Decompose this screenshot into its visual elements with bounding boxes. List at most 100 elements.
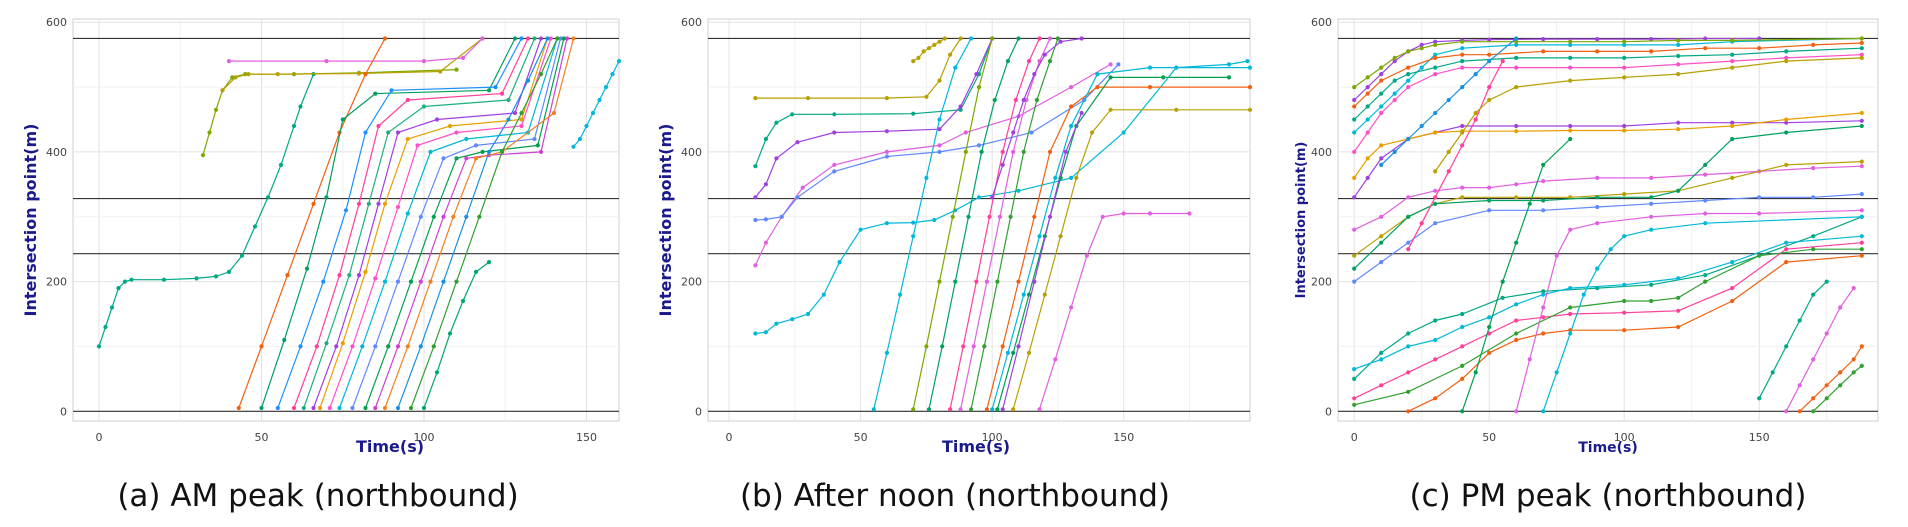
series-v16 [373,36,570,411]
data-point [884,154,890,159]
data-point [373,276,378,281]
data-point [1784,59,1789,64]
data-point [1676,324,1681,330]
trajectory-line [364,38,565,409]
data-point [350,344,355,349]
data-point [1859,55,1864,61]
data-point [992,97,997,103]
data-point [1649,49,1654,54]
data-point [434,117,440,122]
data-point [1622,65,1627,70]
data-point [774,156,779,161]
data-point [1379,357,1384,362]
y-tick-label: 0 [1325,405,1332,418]
series-v16 [1000,110,1084,412]
data-point [1352,149,1357,154]
data-point [311,201,316,206]
data-point [1352,175,1357,180]
data-point [1622,75,1627,80]
data-point [1460,65,1465,70]
data-point [558,36,563,41]
data-point [493,85,498,90]
series-v20 [1460,136,1573,414]
data-point [1352,376,1357,381]
data-point [1487,208,1492,213]
data-point [953,279,958,284]
data-point [1121,211,1126,216]
trajectory-line [397,38,549,409]
trajectory-line [293,38,529,409]
data-point [1514,36,1519,41]
data-point [1487,198,1492,203]
data-point [1859,234,1864,239]
data-point [1568,78,1573,83]
data-point [1703,279,1708,284]
data-point [837,260,842,265]
data-point [1352,402,1357,407]
data-point [499,91,505,96]
x-tick-label: 150 [1113,431,1134,444]
trajectory-line [1515,209,1862,412]
panel-am-peak: 0 50 100 150 0 200 400 600 Intersection point(m… [21,16,622,514]
data-point [1568,55,1573,61]
data-point [454,67,459,72]
data-point [1851,286,1856,291]
data-point [382,201,388,206]
data-point [1568,286,1573,291]
panel-caption: (a) AM peak (northbound) [117,478,518,514]
data-point [795,195,800,200]
trajectory-line [1353,37,1862,133]
data-point [486,260,492,265]
data-point [1187,211,1192,216]
data-point [1770,370,1775,375]
y-tick-label: 200 [46,276,67,289]
data-point [480,36,485,41]
data-point [1595,195,1600,200]
data-point [753,96,758,101]
data-point [464,136,469,142]
data-point [1460,344,1465,349]
series-v8 [911,36,995,412]
data-point [350,405,355,411]
data-point [473,269,479,274]
data-point [129,277,134,282]
data-point [1419,42,1424,48]
data-point [1473,370,1478,375]
data-point [395,279,401,284]
data-point [1568,65,1573,70]
data-point [428,149,433,154]
data-point [1032,72,1037,77]
data-point [1622,310,1627,315]
data-point [1446,169,1451,174]
data-point [1084,253,1089,258]
data-point [538,36,544,41]
data-point [1622,298,1627,304]
data-point [122,279,128,284]
data-point [1063,149,1068,154]
data-point [1365,85,1370,90]
data-point [454,279,459,284]
series-v12 [969,36,1060,412]
series-v12 [1352,52,1864,154]
data-point [259,344,264,349]
data-point [1859,159,1864,164]
data-point [1676,53,1681,59]
data-point [1352,130,1357,135]
series-v4 [226,36,485,64]
series-v9 [301,36,537,411]
data-point [1352,97,1357,103]
data-point [884,350,890,355]
data-point [953,65,958,70]
data-point [1859,164,1864,169]
data-point [958,407,963,412]
data-point [1581,292,1586,297]
data-point [226,59,232,64]
data-point [1487,324,1492,330]
data-point [454,130,459,135]
data-point [1433,110,1438,116]
data-point [1460,130,1465,135]
data-point [753,164,758,169]
data-point [1379,91,1384,96]
data-point [948,52,953,57]
